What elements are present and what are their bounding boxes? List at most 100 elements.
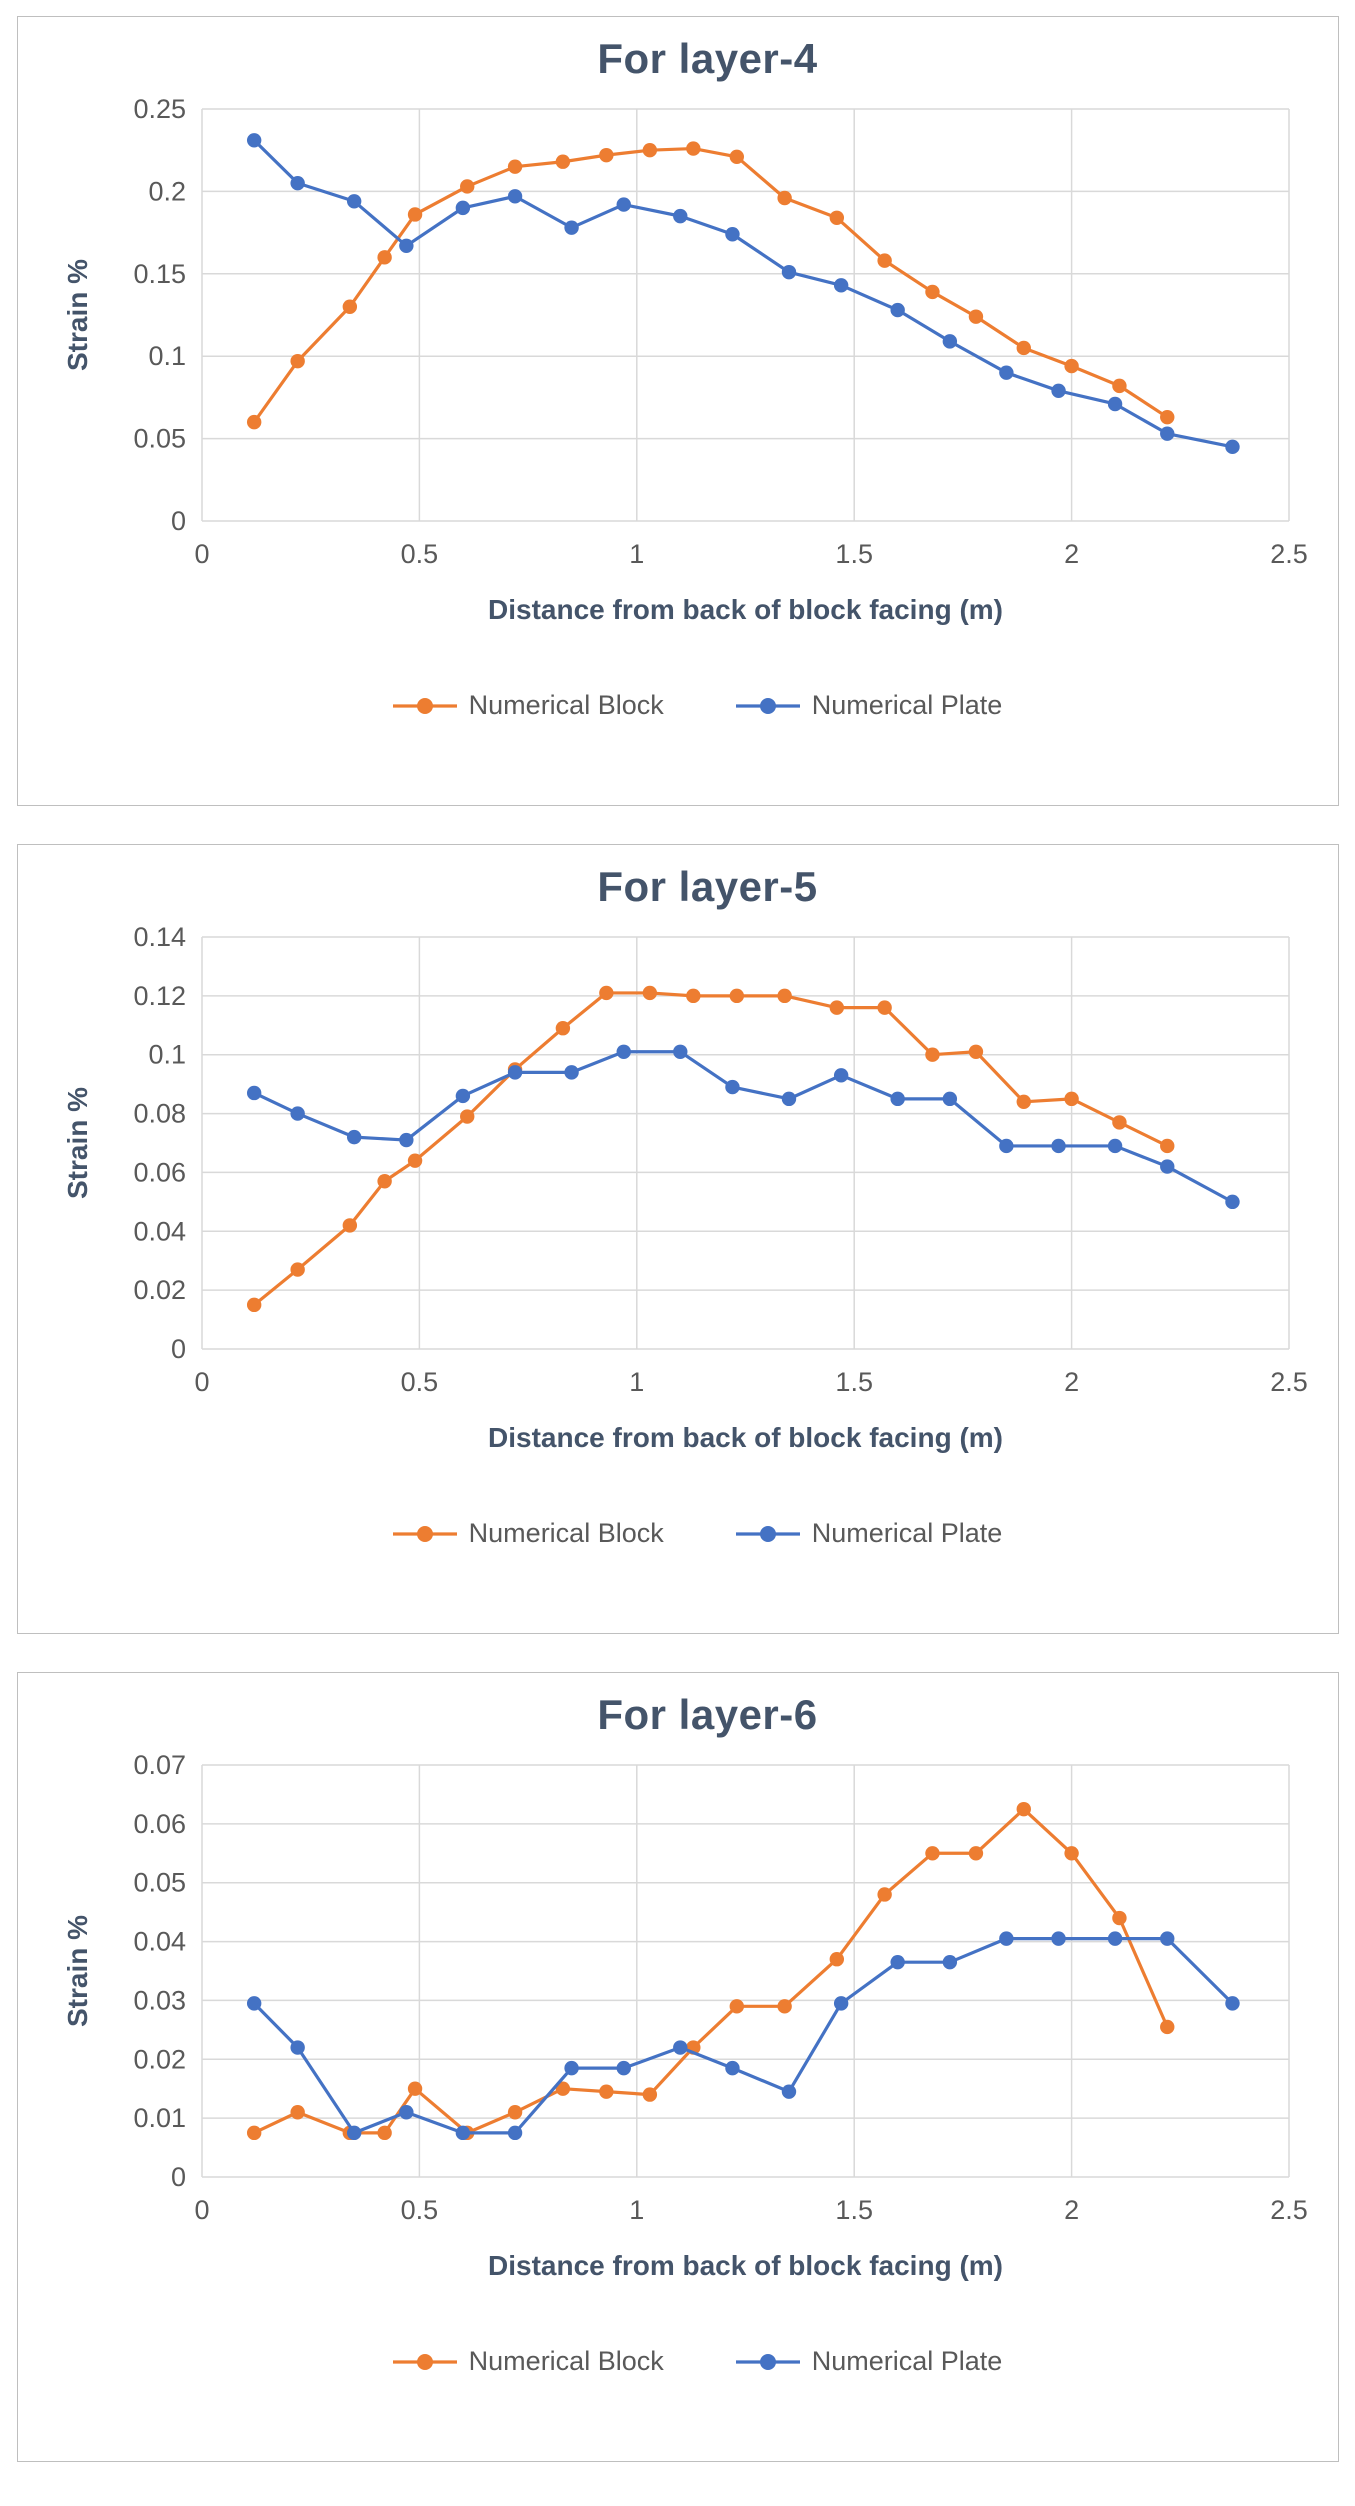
x-tick-label: 2.5 [1270, 2195, 1308, 2225]
data-point [598, 985, 614, 1001]
data-point [1111, 378, 1127, 394]
legend-marker-block-icon [392, 1525, 457, 1542]
series-line [252, 1050, 1233, 1204]
y-tick-label: 0.05 [133, 1868, 186, 1898]
legend-layer-6: Numerical Block Numerical Plate [353, 2346, 1002, 2377]
data-point [833, 1068, 848, 1083]
legend-item-numerical-plate: Numerical Plate [735, 690, 1003, 721]
data-point [942, 1954, 957, 1970]
x-tick-label: 2.5 [1270, 1367, 1308, 1397]
data-point [889, 1954, 905, 1970]
data-point [507, 2105, 522, 2120]
y-tick-label: 0.02 [133, 1275, 186, 1305]
data-point [342, 299, 357, 314]
y-tick-label: 0.04 [133, 1216, 186, 1246]
data-point [346, 2125, 361, 2141]
x-axis-title: Distance from back of block facing (m) [488, 1422, 1003, 1453]
chart-title-layer-4: For layer-4 [597, 35, 818, 82]
data-point [555, 1021, 570, 1036]
data-point [376, 250, 392, 265]
x-tick-label: 0 [194, 1367, 209, 1397]
data-point [729, 1999, 744, 2014]
chart-title-layer-5: For layer-5 [597, 863, 818, 910]
y-tick-label: 0.01 [133, 2103, 186, 2133]
y-tick-label: 0.14 [133, 922, 186, 952]
data-point [672, 2040, 687, 2055]
x-tick-label: 0.5 [400, 539, 438, 569]
x-tick-label: 0.5 [400, 1367, 438, 1397]
data-point [968, 309, 983, 324]
data-point [598, 147, 614, 163]
data-point [407, 207, 422, 222]
data-point [459, 179, 474, 194]
x-tick-label: 1.5 [835, 539, 873, 569]
data-point [289, 1106, 305, 1121]
legend-marker-plate-icon [735, 2353, 800, 2370]
data-point [598, 2084, 614, 2099]
legend-marker-block-icon [392, 697, 457, 714]
data-point [246, 2125, 261, 2141]
data-point [507, 2125, 522, 2141]
data-point [1107, 396, 1122, 412]
data-point [289, 353, 305, 369]
data-point [1016, 1801, 1031, 1817]
data-point [507, 189, 522, 204]
data-point [376, 2125, 392, 2141]
data-point [833, 278, 848, 293]
layer-4-chart: 0 0.05 0.1 0.15 0.2 0.25 0 0.5 1 1.5 2 2.5 Strain % D… [62, 94, 1308, 625]
layer-5-chart: 0 0.02 0.04 0.06 0.08 0.1 0.12 0.14 0 0.5 1 1.5 2 2.5… [62, 922, 1308, 1453]
data-point [507, 159, 522, 174]
data-point [672, 208, 687, 224]
legend-label-numerical-plate: Numerical Plate [811, 690, 1003, 720]
data-point [1016, 1094, 1031, 1109]
legend-item-numerical-block: Numerical Block [392, 2346, 664, 2377]
data-point [289, 175, 305, 191]
y-tick-label: 0.05 [133, 424, 186, 454]
data-point [455, 1088, 470, 1104]
data-point [407, 2081, 422, 2096]
data-point [833, 1996, 848, 2011]
data-point [685, 988, 701, 1004]
data-point [924, 1047, 940, 1062]
data-point [829, 1952, 844, 1967]
data-point [781, 264, 796, 280]
y-tick-label: 0.08 [133, 1099, 186, 1129]
data-point [455, 2125, 470, 2141]
y-tick-label: 0.03 [133, 1985, 186, 2015]
y-tick-label: 0 [170, 2162, 185, 2192]
data-point [507, 1065, 522, 1080]
data-point [998, 365, 1014, 380]
x-tick-label: 1.5 [835, 1367, 873, 1397]
data-point [1063, 1091, 1079, 1107]
data-point [1063, 358, 1079, 374]
legend-item-numerical-block: Numerical Block [392, 1518, 664, 1549]
y-tick-label: 0.2 [148, 176, 186, 206]
data-point [776, 1999, 792, 2014]
data-point [1050, 1931, 1066, 1946]
y-tick-label: 0.07 [133, 1750, 186, 1780]
data-point [246, 1297, 261, 1313]
data-point [398, 238, 414, 253]
data-point [729, 988, 744, 1004]
data-point [616, 1044, 631, 1059]
data-point [724, 1079, 740, 1095]
legend-label-numerical-block: Numerical Block [468, 1518, 664, 1548]
data-point [1107, 1931, 1122, 1946]
data-point [246, 1996, 261, 2011]
data-point [455, 200, 470, 216]
y-tick-label: 0.02 [133, 2044, 186, 2074]
series-line [252, 991, 1168, 1307]
y-axis-title: Strain % [62, 259, 93, 371]
data-point [942, 334, 957, 349]
legend-item-numerical-block: Numerical Block [392, 690, 664, 721]
y-tick-label: 0.12 [133, 981, 186, 1011]
data-point [776, 988, 792, 1004]
data-point [924, 1846, 940, 1861]
data-point [289, 2105, 305, 2120]
data-point [829, 1000, 844, 1015]
series-line [252, 139, 1233, 449]
x-axis-title: Distance from back of block facing (m) [488, 2250, 1003, 2281]
data-point [346, 194, 361, 209]
data-point [642, 2087, 657, 2102]
data-point [998, 1931, 1014, 1946]
